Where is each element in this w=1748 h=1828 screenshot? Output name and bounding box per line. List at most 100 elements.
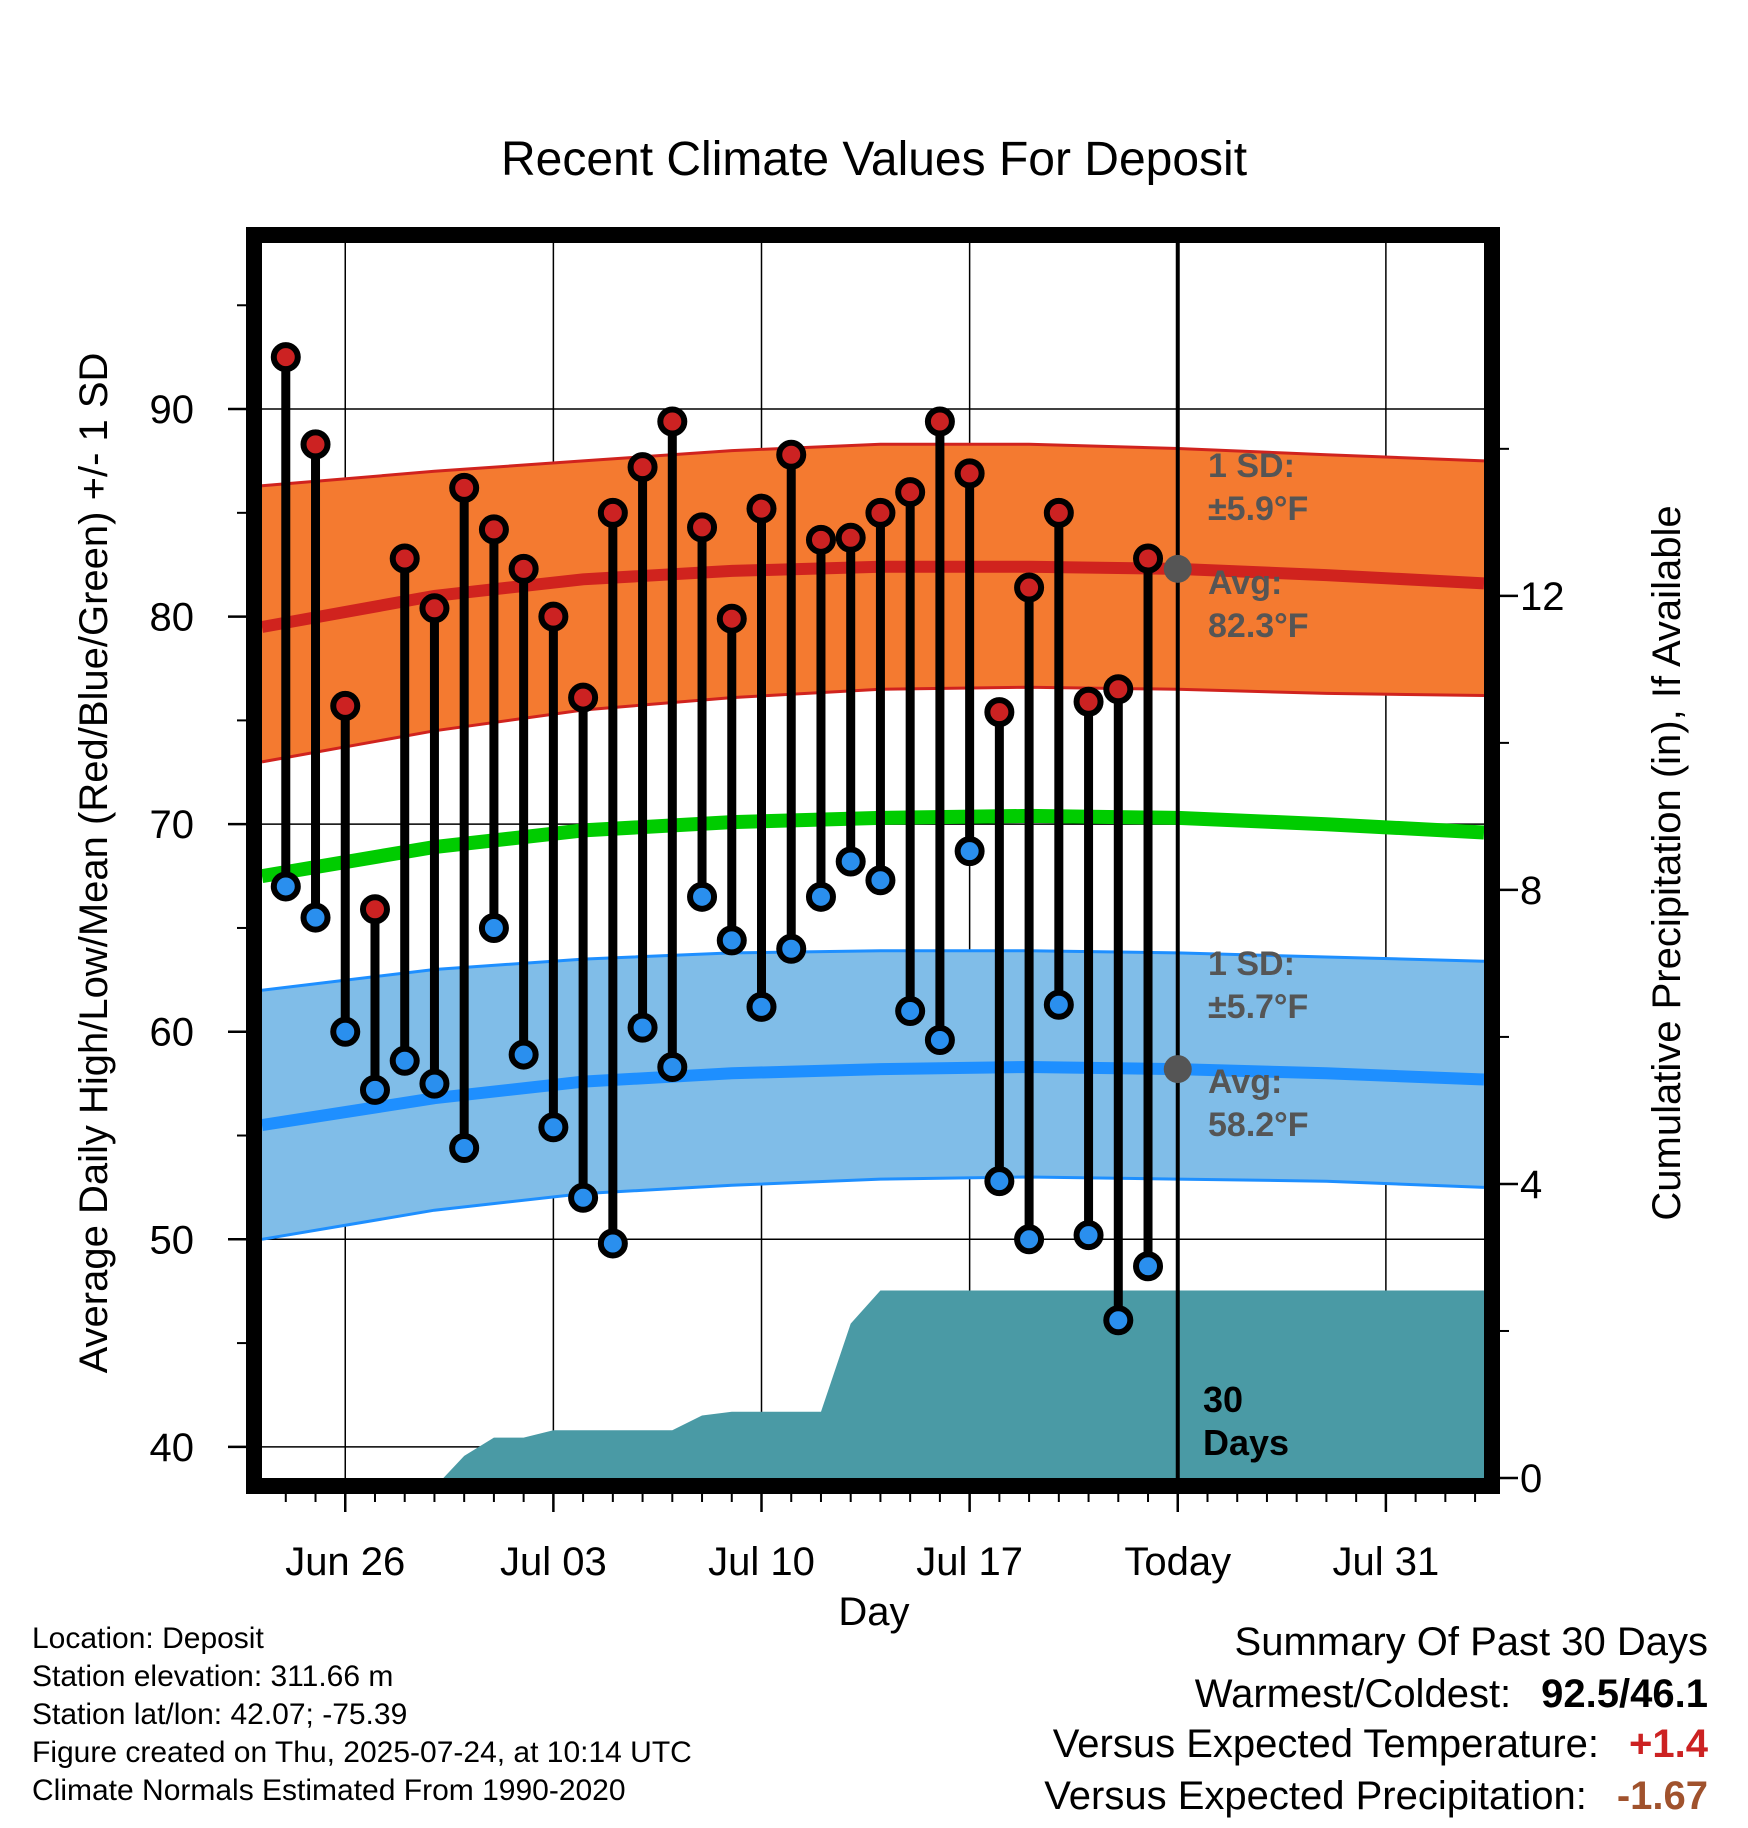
normal-low-mean-line: [261, 1060, 1485, 1132]
daily-low-point: [1133, 1251, 1164, 1282]
y-tick-label-0: 40: [150, 1426, 195, 1470]
y-tick-label-3: 70: [150, 803, 195, 847]
y-tick-label-1: 50: [150, 1218, 195, 1262]
daily-high-point: [1103, 674, 1134, 705]
low-avg-label: Avg:: [1208, 1063, 1282, 1101]
daily-low-point: [389, 1045, 420, 1076]
station-info: Location: Deposit Station elevation: 311…: [32, 1620, 692, 1810]
chart-title: Recent Climate Values For Deposit: [501, 133, 1247, 186]
daily-low-point: [895, 995, 926, 1026]
normals-text: Climate Normals Estimated From 1990-2020: [32, 1774, 626, 1807]
daily-high-point: [419, 593, 450, 624]
plot-frame: [246, 227, 1500, 1494]
summary-heading: Summary Of Past 30 Days: [1234, 1620, 1708, 1664]
created-text: Figure created on Thu, 2025-07-24, at 10…: [32, 1736, 692, 1769]
daily-high-point: [657, 406, 688, 437]
daily-low-point: [449, 1132, 480, 1163]
high-avg-label: Avg:: [1208, 564, 1282, 602]
temp-label: Versus Expected Temperature:: [1052, 1722, 1600, 1766]
daily-high-point: [538, 601, 569, 632]
daily-high-point: [776, 439, 807, 470]
y-tick-label-2: 60: [150, 1011, 195, 1055]
daily-high-point: [835, 522, 866, 553]
daily-high-point: [1133, 543, 1164, 574]
location-text: Location: Deposit: [32, 1622, 264, 1655]
y2-tick-label-3: 12: [1520, 575, 1565, 619]
daily-low-point: [568, 1182, 599, 1213]
normal-high-upper-edge: [261, 442, 1485, 488]
daily-high-point: [508, 553, 539, 584]
normal-low-upper-edge: [261, 949, 1485, 992]
warmest-label: Warmest/Coldest:: [1194, 1672, 1512, 1716]
daily-low-point: [954, 836, 985, 867]
y-tick-label-4: 80: [150, 596, 195, 640]
daily-high-point: [746, 493, 777, 524]
low-sd-label: 1 SD:: [1208, 945, 1295, 983]
daily-low-point: [300, 902, 331, 933]
summary-precip-row: Versus Expected Precipitation: -1.67: [1044, 1774, 1708, 1819]
daily-low-point: [330, 1016, 361, 1047]
daily-low-point: [865, 865, 896, 896]
daily-low-point: [805, 881, 836, 912]
daily-low-point: [478, 912, 509, 943]
x-tick-label-5: Jul 31: [1333, 1540, 1440, 1584]
low-sd-value: ±5.7°F: [1208, 988, 1308, 1026]
daily-high-point: [449, 472, 480, 503]
daily-high-point: [389, 543, 420, 574]
daily-low-point: [716, 925, 747, 956]
elevation-text: Station elevation: 311.66 m: [32, 1660, 394, 1693]
summary-warmest-row: Warmest/Coldest: 92.5/46.1: [1195, 1672, 1708, 1717]
low-avg-value: 58.2°F: [1208, 1106, 1309, 1144]
x-axis-label: Day: [838, 1590, 909, 1634]
daily-low-point: [419, 1068, 450, 1099]
daily-low-point: [508, 1039, 539, 1070]
high-sd-label: 1 SD:: [1208, 447, 1295, 485]
precip-label: Versus Expected Precipitation:: [1044, 1774, 1587, 1818]
x-tick-label-0: Jun 26: [285, 1540, 405, 1584]
x-tick-label-1: Jul 03: [500, 1540, 607, 1584]
today-low-avg-marker: [1163, 1055, 1192, 1084]
daily-high-point: [597, 497, 628, 528]
x-tick-label-2: Jul 10: [708, 1540, 815, 1584]
high-sd-value: ±5.9°F: [1208, 490, 1308, 528]
days-label-word: Days: [1203, 1422, 1289, 1463]
daily-low-point: [924, 1025, 955, 1056]
daily-high-point: [478, 514, 509, 545]
days-label-number: 30: [1203, 1379, 1243, 1420]
daily-high-point: [805, 524, 836, 555]
precip-value: -1.67: [1616, 1774, 1708, 1818]
daily-low-point: [746, 991, 777, 1022]
daily-low-point: [1043, 989, 1074, 1020]
daily-low-point: [1014, 1224, 1045, 1255]
normal-low-lower-edge: [261, 1175, 1485, 1241]
summary-temp-row: Versus Expected Temperature: +1.4: [1053, 1722, 1708, 1767]
x-tick-label-4: Today: [1124, 1540, 1231, 1584]
daily-low-point: [538, 1112, 569, 1143]
plot-area: 40 50 60 70 80 90 0 4 8 12 Jun 26 Jul 03 Jul 10 Jul 1…: [150, 227, 1565, 1584]
daily-high-point: [924, 406, 955, 437]
daily-low-point: [270, 871, 301, 902]
daily-high-point: [954, 458, 985, 489]
y2-tick-label-2: 8: [1520, 869, 1542, 913]
daily-high-point: [568, 682, 599, 713]
y2-tick-label-0: 0: [1520, 1457, 1542, 1501]
daily-high-point: [687, 512, 718, 543]
daily-high-point: [984, 697, 1015, 728]
daily-high-point: [895, 477, 926, 508]
daily-low-point: [687, 881, 718, 912]
daily-high-point: [359, 894, 390, 925]
warmest-value: 92.5/46.1: [1541, 1672, 1708, 1716]
daily-low-point: [627, 1012, 658, 1043]
cumulative-precip-area: [262, 1290, 1484, 1478]
daily-high-point: [270, 342, 301, 373]
daily-low-point: [984, 1166, 1015, 1197]
y-axis-label: Average Daily High/Low/Mean (Red/Blue/Gr…: [72, 353, 116, 1374]
high-avg-value: 82.3°F: [1208, 607, 1309, 645]
daily-high-point: [1043, 497, 1074, 528]
y2-tick-label-1: 4: [1520, 1163, 1542, 1207]
daily-high-point: [865, 497, 896, 528]
normal-mean-line: [260, 808, 1485, 884]
temp-value: +1.4: [1629, 1722, 1708, 1766]
daily-high-point: [627, 452, 658, 483]
daily-low-point: [1073, 1220, 1104, 1251]
